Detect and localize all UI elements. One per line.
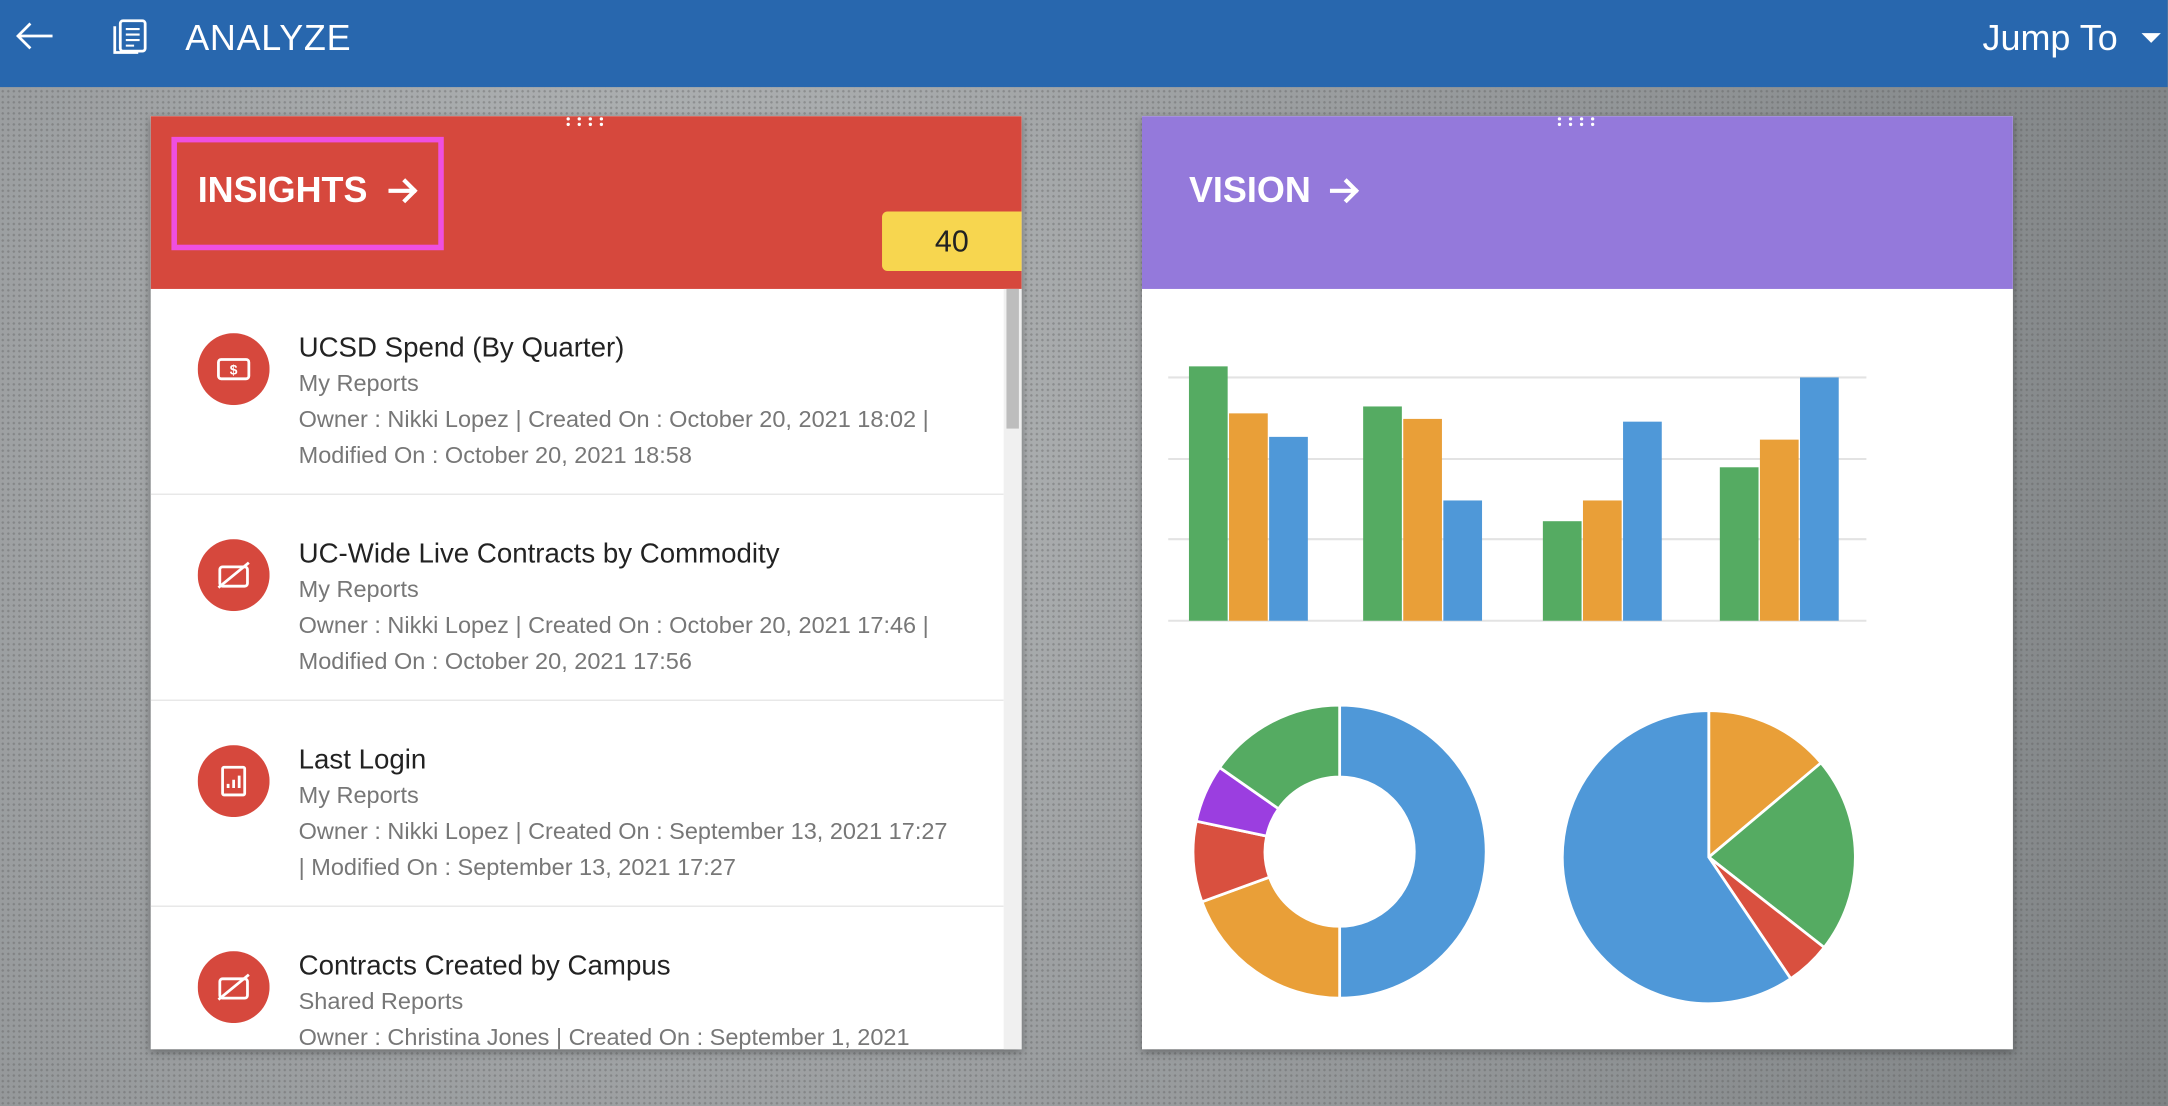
report-list: $ UCSD Spend (By Quarter) My Reports Owner … xyxy=(150,289,1004,1049)
report-title[interactable]: UCSD Spend (By Quarter) xyxy=(298,333,625,364)
insights-card: INSIGHTS 40 $ UCSD Spend (By Quarter) My R… xyxy=(150,116,1022,1050)
jump-caret[interactable] xyxy=(2140,30,2162,44)
jump-to[interactable]: Jump To xyxy=(1982,16,2118,59)
report-item[interactable]: Last Login My Reports Owner : Nikki Lopez … xyxy=(150,701,1004,907)
vision-card: VISION xyxy=(1141,116,2013,1050)
report-folder: My Reports xyxy=(298,370,419,397)
report-meta: Owner : Nikki Lopez | Created On : Septe… xyxy=(298,818,948,881)
report-icon xyxy=(197,951,270,1024)
scrollbar[interactable] xyxy=(1003,288,1022,1050)
report-icon xyxy=(197,745,270,818)
analyze-icon xyxy=(113,19,147,54)
report-title[interactable]: Last Login xyxy=(298,745,427,776)
report-folder: My Reports xyxy=(298,576,419,603)
back-button[interactable] xyxy=(14,19,55,52)
report-meta: Owner : Nikki Lopez | Created On : Octob… xyxy=(298,612,929,675)
report-meta: Owner : Christina Jones | Created On : S… xyxy=(298,1024,910,1050)
vision-illustration xyxy=(1168,366,1867,1006)
report-icon xyxy=(197,539,270,612)
report-icon: $ xyxy=(197,333,270,406)
report-item[interactable]: $ UCSD Spend (By Quarter) My Reports Owner … xyxy=(150,289,1004,495)
drag-handle[interactable] xyxy=(1555,116,1599,127)
arrow-icon xyxy=(1329,178,1360,204)
report-item[interactable]: UC-Wide Live Contracts by Commodity My Re… xyxy=(150,495,1004,701)
arrow-icon xyxy=(388,178,418,204)
insights-title[interactable]: INSIGHTS xyxy=(197,168,368,211)
count-badge: 40 xyxy=(882,211,1022,271)
page-title: ANALYZE xyxy=(185,16,352,59)
scroll-thumb[interactable] xyxy=(1006,288,1019,429)
report-folder: My Reports xyxy=(298,782,419,809)
vision-title[interactable]: VISION xyxy=(1188,168,1311,211)
report-item[interactable]: Contracts Created by Campus Shared Report… xyxy=(151,907,1004,1049)
report-title[interactable]: Contracts Created by Campus xyxy=(298,951,671,982)
vision-header[interactable]: VISION xyxy=(1141,116,2013,289)
insights-header[interactable]: INSIGHTS 40 xyxy=(150,116,1022,289)
highlight-box xyxy=(171,136,444,251)
svg-text:$: $ xyxy=(230,362,238,378)
report-folder: Shared Reports xyxy=(298,988,464,1015)
drag-handle[interactable] xyxy=(564,116,608,127)
top-bar: ANALYZE Jump To xyxy=(0,0,2168,88)
report-title[interactable]: UC-Wide Live Contracts by Commodity xyxy=(298,539,780,570)
report-meta: Owner : Nikki Lopez | Created On : Octob… xyxy=(298,406,929,469)
